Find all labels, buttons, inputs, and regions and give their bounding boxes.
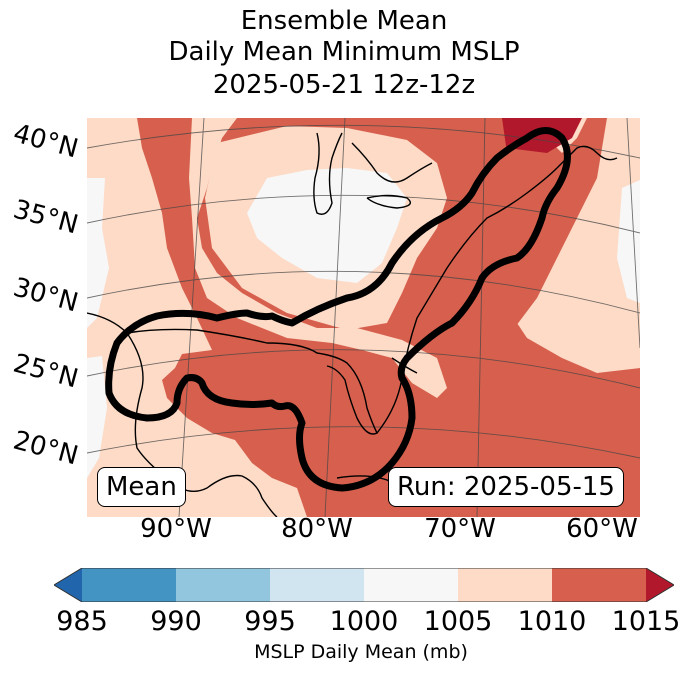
- colorbar-tick-1010: 1010: [517, 606, 587, 637]
- colorbar-segment-990-995: [176, 568, 271, 602]
- field-1005-1010-east: [507, 118, 640, 373]
- lat-label-20n: 20°N: [10, 425, 82, 472]
- colorbar-tick-1005: 1005: [423, 606, 493, 637]
- colorbar-segment-995-1000: [270, 568, 365, 602]
- field-1000-1005-southwest: [87, 356, 107, 478]
- lat-label-35n: 35°N: [10, 194, 82, 241]
- lon-label-60w: 60°W: [566, 514, 638, 544]
- colorbar-segment-1010-1015: [552, 568, 647, 602]
- colorbar-extend-over: [646, 568, 674, 602]
- colorbar-tick-995: 995: [244, 606, 296, 637]
- colorbar-label: MSLP Daily Mean (mb): [254, 641, 468, 663]
- run-date-annotation: Run: 2025-05-15: [388, 467, 624, 507]
- colorbar-tick-1000: 1000: [329, 606, 399, 637]
- mean-annotation: Mean: [97, 467, 186, 507]
- colorbar-segment-1000-1005: [364, 568, 459, 602]
- colorbar-tick-985: 985: [56, 606, 108, 637]
- mslp-map: [87, 118, 640, 517]
- field-1005-1010-central: [189, 118, 447, 398]
- colorbar-segment-985-990: [82, 568, 177, 602]
- lon-label-80w: 80°W: [281, 514, 353, 544]
- ensemble-contour: [105, 127, 571, 492]
- title-line-2: Daily Mean Minimum MSLP: [168, 37, 520, 67]
- title-line-1: Ensemble Mean: [240, 6, 448, 36]
- colorbar-segment-1005-1010: [458, 568, 553, 602]
- lon-label-90w: 90°W: [140, 514, 212, 544]
- lon-label-70w: 70°W: [424, 514, 496, 544]
- title-line-3: 2025-05-21 12z-12z: [212, 70, 476, 100]
- lat-label-40n: 40°N: [10, 118, 82, 165]
- colorbar-tick-1015: 1015: [611, 606, 681, 637]
- lat-label-25n: 25°N: [10, 348, 82, 395]
- field-1000-1005-east: [617, 180, 640, 303]
- lat-label-30n: 30°N: [10, 272, 82, 319]
- graticule: [87, 118, 640, 517]
- colorbar: [54, 568, 674, 602]
- colorbar-extend-under: [54, 568, 82, 602]
- field-1000-1005-west: [87, 178, 109, 328]
- colorbar-tick-990: 990: [150, 606, 202, 637]
